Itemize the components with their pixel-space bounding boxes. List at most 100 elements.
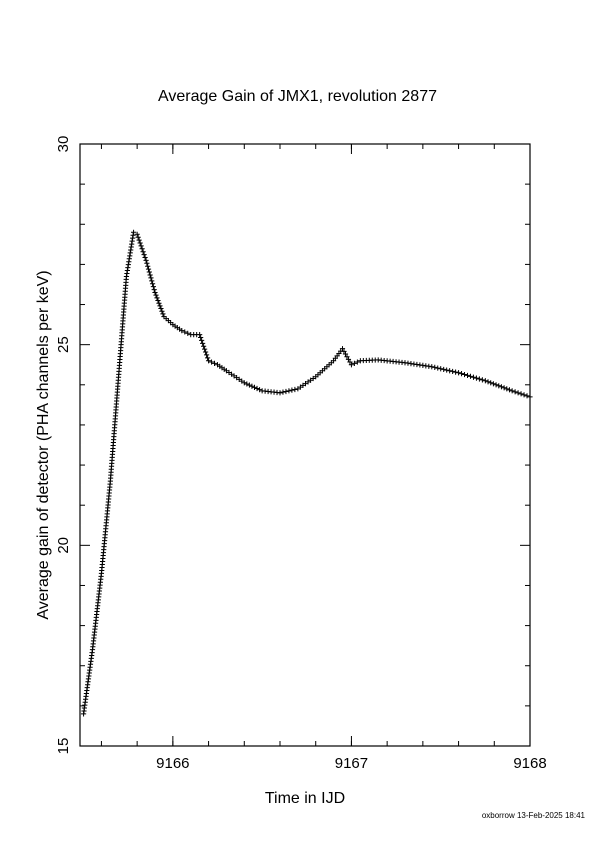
data-marker-sample	[354, 359, 360, 365]
data-marker-sample	[198, 334, 204, 341]
data-point	[107, 478, 113, 484]
data-marker-sample	[498, 384, 505, 390]
data-marker-sample	[200, 340, 206, 346]
data-marker-sample	[244, 381, 250, 387]
data-marker-sample	[160, 311, 166, 317]
y-tick-label: 30	[55, 136, 72, 153]
data-point	[223, 368, 230, 374]
data-marker-sample	[524, 393, 530, 399]
data-marker-sample	[342, 351, 349, 357]
data-marker-sample	[289, 387, 295, 393]
data-marker-sample	[149, 278, 155, 284]
data-point	[134, 231, 140, 237]
data-marker-sample	[202, 349, 209, 355]
data-marker-sample	[351, 360, 358, 366]
data-marker-sample	[158, 305, 164, 312]
data-marker-sample	[182, 329, 188, 335]
data-marker-sample	[432, 364, 438, 371]
data-marker-sample	[452, 369, 459, 375]
data-marker-sample	[249, 383, 255, 389]
data-marker-sample	[283, 388, 289, 395]
data-point	[375, 357, 381, 363]
y-axis-label: Average gain of detector (PHA channels p…	[35, 270, 52, 620]
data-marker-sample	[506, 387, 513, 393]
data-marker-sample	[464, 372, 471, 379]
data-point	[98, 570, 105, 577]
data-marker-sample	[441, 366, 447, 373]
data-marker-sample	[435, 365, 441, 371]
data-marker-sample	[512, 389, 518, 395]
data-marker-sample	[476, 376, 483, 382]
footer-stamp: oxborrow 13-Feb-2025 18:41	[481, 811, 585, 820]
chart-title: Average Gain of JMX1, revolution 2877	[158, 88, 437, 105]
data-marker-sample	[151, 286, 157, 293]
data-point	[509, 388, 515, 394]
data-point	[113, 410, 119, 416]
data-marker-sample	[280, 389, 286, 395]
x-axis-label: Time in IJD	[264, 790, 346, 807]
data-point	[259, 388, 265, 394]
data-marker-sample	[150, 284, 156, 290]
data-marker-sample	[199, 337, 205, 344]
data-marker-sample	[485, 379, 491, 385]
data-marker-sample	[146, 269, 152, 275]
data-point	[455, 370, 462, 376]
data-marker-sample	[145, 266, 152, 272]
data-marker-sample	[136, 237, 142, 243]
data-marker-sample	[157, 303, 163, 309]
data-marker-sample	[490, 381, 496, 387]
plot-frame	[79, 143, 531, 747]
data-point	[188, 332, 194, 338]
data-point	[130, 229, 137, 235]
data-marker-sample	[344, 354, 350, 360]
data-marker-sample	[154, 295, 160, 301]
data-marker-sample	[201, 343, 207, 349]
data-point	[197, 332, 203, 338]
axis-ticks: 9166 9167 9168 15 20 25 30	[55, 136, 547, 772]
data-point	[339, 346, 346, 352]
data-marker-sample	[211, 360, 218, 366]
data-marker-sample	[447, 368, 453, 374]
data-marker-sample	[488, 380, 494, 386]
data-point	[214, 362, 221, 368]
y-tick-label: 20	[55, 537, 72, 554]
data-point	[241, 380, 247, 386]
y-tick-label: 25	[55, 336, 72, 353]
y-tick-label: 15	[55, 738, 72, 755]
data-marker-sample	[137, 240, 143, 246]
data-marker-sample	[148, 275, 154, 281]
data-point	[330, 358, 337, 364]
data-marker-sample	[156, 300, 162, 306]
data-marker-sample	[145, 263, 151, 269]
data-marker-sample	[204, 355, 211, 361]
data-marker-sample	[467, 373, 474, 379]
data-marker-sample	[147, 272, 153, 278]
data-marker-sample	[438, 366, 444, 372]
data-marker-sample	[141, 251, 147, 258]
data-marker-sample	[140, 249, 146, 255]
data-marker-sample	[292, 386, 298, 393]
data-point	[429, 364, 435, 370]
data-marker-sample	[518, 391, 524, 397]
data-marker-sample	[493, 382, 499, 388]
data-point	[527, 394, 533, 400]
data-marker-sample	[142, 254, 148, 261]
data-marker-sample	[138, 243, 144, 249]
data-point	[123, 273, 130, 280]
data-point	[161, 313, 167, 320]
data-marker-sample	[153, 292, 159, 298]
data-marker-sample	[496, 383, 502, 389]
data-markers	[80, 229, 533, 717]
data-point	[118, 342, 124, 348]
data-point	[143, 257, 149, 263]
x-tick-label: 9168	[513, 755, 546, 772]
data-point	[348, 362, 355, 368]
data-marker-sample	[479, 377, 485, 383]
data-marker-sample	[504, 386, 510, 392]
data-marker-sample	[202, 346, 208, 352]
data-marker-sample	[208, 359, 215, 365]
data-marker-sample	[185, 330, 191, 336]
data-point	[80, 711, 87, 717]
data-marker-sample	[473, 375, 480, 381]
